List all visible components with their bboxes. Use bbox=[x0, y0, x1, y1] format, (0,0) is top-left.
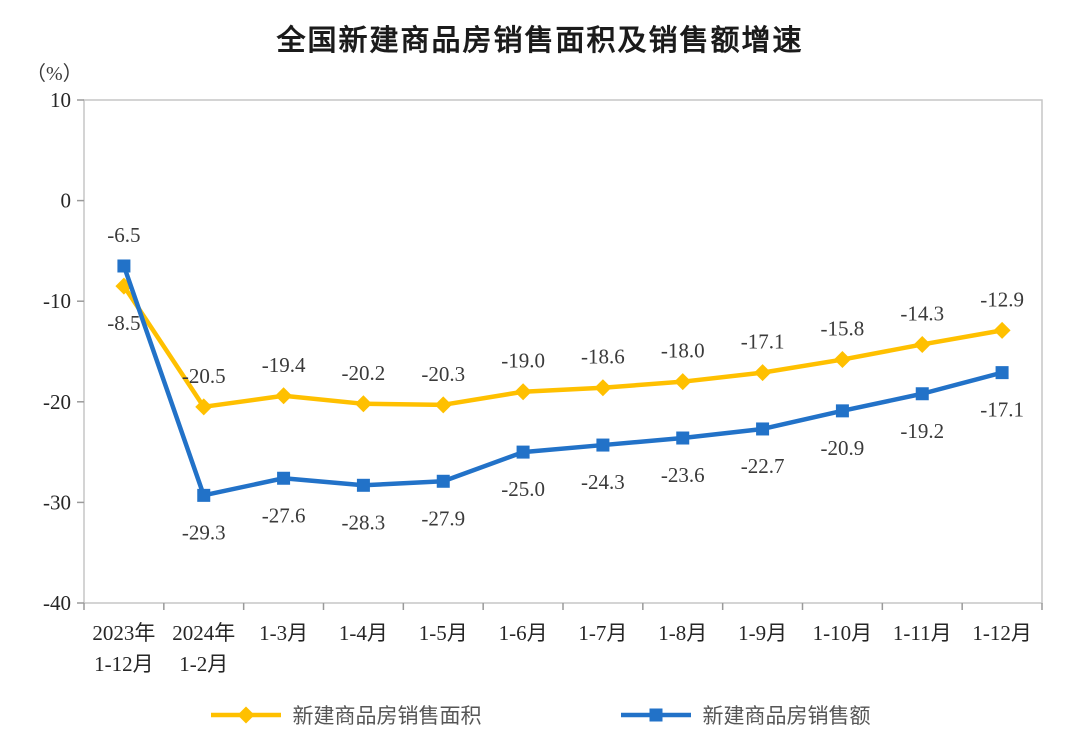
chart-legend: 新建商品房销售面积 新建商品房销售额 bbox=[0, 700, 1080, 730]
data-label: -18.6 bbox=[581, 345, 625, 369]
square-marker bbox=[356, 478, 370, 492]
data-label: -20.3 bbox=[421, 362, 465, 386]
data-label: -20.5 bbox=[182, 364, 226, 388]
x-tick-label: 1-3月 bbox=[259, 621, 308, 645]
data-label: -28.3 bbox=[342, 510, 386, 534]
diamond-marker bbox=[993, 321, 1011, 339]
square-marker bbox=[436, 474, 450, 488]
y-tick-label: -30 bbox=[43, 490, 71, 514]
data-label: -8.5 bbox=[107, 311, 140, 335]
square-marker bbox=[676, 431, 690, 445]
legend-square bbox=[649, 708, 662, 722]
square-marker bbox=[277, 471, 291, 485]
y-tick-label: -20 bbox=[43, 390, 71, 414]
x-tick-label: 1-5月 bbox=[419, 621, 468, 645]
data-label: -24.3 bbox=[581, 470, 625, 494]
series-line-1 bbox=[121, 263, 1005, 498]
data-label: -20.2 bbox=[342, 361, 386, 385]
diamond-marker bbox=[195, 398, 213, 416]
legend-item-sales-area: 新建商品房销售面积 bbox=[210, 700, 482, 730]
y-tick-label: 10 bbox=[50, 88, 71, 112]
data-label: -23.6 bbox=[661, 463, 705, 487]
square-marker bbox=[197, 488, 211, 502]
x-tick-label: 1-7月 bbox=[578, 621, 627, 645]
legend-line-diamond-icon bbox=[210, 705, 282, 725]
data-label: -27.6 bbox=[262, 503, 306, 527]
x-tick-label: 1-10月 bbox=[813, 621, 873, 645]
x-tick-label: 1-9月 bbox=[738, 621, 787, 645]
series-line-0 bbox=[121, 283, 1005, 410]
diamond-marker bbox=[833, 351, 851, 369]
data-label: -19.0 bbox=[501, 349, 545, 373]
square-marker bbox=[835, 404, 849, 418]
data-label: -17.1 bbox=[980, 398, 1024, 422]
data-label: -12.9 bbox=[980, 287, 1024, 311]
legend-label-sales-value: 新建商品房销售额 bbox=[702, 705, 871, 728]
x-tick-label: 1-4月 bbox=[339, 621, 388, 645]
legend-item-sales-value: 新建商品房销售额 bbox=[620, 700, 871, 730]
diamond-marker bbox=[674, 373, 692, 391]
y-axis-unit-label: （%） bbox=[26, 63, 83, 85]
y-tick-label: 0 bbox=[61, 189, 72, 213]
square-marker bbox=[915, 387, 929, 401]
diamond-marker bbox=[275, 387, 293, 405]
diamond-marker bbox=[594, 379, 612, 397]
diamond-marker bbox=[115, 277, 133, 295]
legend-line-square-icon bbox=[620, 705, 692, 725]
diamond-marker bbox=[913, 335, 931, 353]
x-tick-label: 2024年 1-2月 bbox=[172, 621, 235, 676]
data-label: -14.3 bbox=[900, 301, 944, 325]
data-label: -22.7 bbox=[741, 454, 785, 478]
diamond-marker bbox=[354, 395, 372, 413]
data-label: -15.8 bbox=[821, 317, 865, 341]
x-tick-label: 1-11月 bbox=[893, 621, 952, 645]
data-label: -18.0 bbox=[661, 339, 705, 363]
diamond-marker bbox=[754, 364, 772, 382]
diamond-marker bbox=[514, 383, 532, 401]
data-label: -19.2 bbox=[900, 419, 944, 443]
plot-border bbox=[83, 99, 1043, 604]
data-label: -17.1 bbox=[741, 330, 785, 354]
square-marker bbox=[516, 445, 530, 459]
x-tick-label: 1-12月 bbox=[972, 621, 1032, 645]
x-tick-label: 2023年 1-12月 bbox=[92, 621, 155, 676]
square-marker bbox=[995, 366, 1009, 380]
x-tick-label: 1-8月 bbox=[658, 621, 707, 645]
data-label: -27.9 bbox=[421, 506, 465, 530]
x-tick-label: 1-6月 bbox=[499, 621, 548, 645]
legend-label-sales-area: 新建商品房销售面积 bbox=[292, 705, 482, 728]
data-label: -6.5 bbox=[107, 223, 140, 247]
legend-diamond bbox=[237, 706, 254, 724]
chart-title: 全国新建商品房销售面积及销售额增速 bbox=[276, 25, 804, 57]
y-tick-label: -10 bbox=[43, 289, 71, 313]
square-marker bbox=[596, 438, 610, 452]
data-label: -29.3 bbox=[182, 520, 226, 544]
data-label: -25.0 bbox=[501, 477, 545, 501]
data-label: -20.9 bbox=[821, 436, 865, 460]
y-tick-label: -40 bbox=[43, 591, 71, 615]
square-marker bbox=[117, 259, 131, 273]
diamond-marker bbox=[434, 396, 452, 414]
square-marker bbox=[756, 422, 770, 436]
data-label: -19.4 bbox=[262, 353, 306, 377]
